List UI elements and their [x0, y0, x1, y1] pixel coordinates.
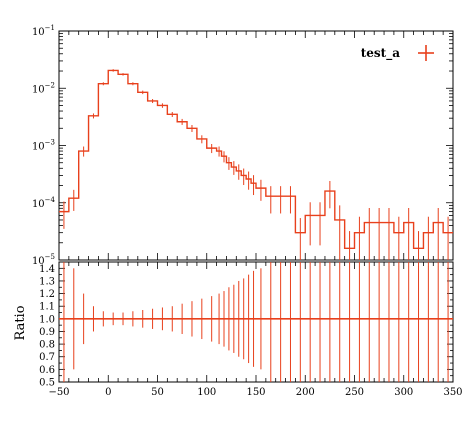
- ratio-y-tick-label: 1.2: [39, 289, 55, 300]
- x-tick-label: 0: [105, 387, 111, 398]
- ratio-panel: −50 0 50 100 150 200 250 300 350 0.5 0.6 0.70.8 0.9 1…: [39, 261, 463, 398]
- y-tick-label: 10−4: [32, 196, 56, 210]
- x-tick-label: 150: [246, 387, 265, 398]
- x-tick-label: 250: [345, 387, 364, 398]
- x-tick-label: 300: [394, 387, 413, 398]
- x-tick-label: 350: [443, 387, 462, 398]
- ratio-y-tick-label: 0.6: [39, 365, 55, 376]
- ratio-y-tick-label: 0.5: [39, 378, 55, 389]
- main-panel: 10−5 10−4 10−3 10−2 10−1: [32, 24, 454, 267]
- x-tick-label: 100: [197, 387, 216, 398]
- ratio-y-tick-label: 1.4: [39, 264, 55, 275]
- y-tick-label: 10−2: [32, 81, 55, 95]
- legend-label: test_a: [361, 46, 400, 61]
- ratio-y-tick-label: 1.1: [39, 302, 55, 313]
- ratio-frame: [58, 261, 454, 383]
- x-tick-label: 50: [151, 387, 164, 398]
- ratio-y-tick-label: 1.0: [39, 314, 55, 325]
- y-tick-label: 10−5: [32, 253, 55, 267]
- y-tick-label: 10−1: [32, 24, 55, 38]
- x-tick-label: 200: [296, 387, 315, 398]
- ratio-y-tick-label: 0.7: [39, 352, 55, 363]
- legend: test_a: [361, 45, 434, 61]
- x-tick-label: −50: [48, 387, 69, 398]
- ratio-y-tick-label: 1.3: [39, 276, 55, 287]
- y-tick-label: 10−3: [32, 139, 55, 153]
- histogram-step-line: [59, 69, 453, 250]
- ratio-y-tick-label: 0.8: [39, 340, 55, 351]
- ratio-ylabel: Ratio: [13, 305, 28, 340]
- ratio-y-tick-label: 0.9: [39, 327, 55, 338]
